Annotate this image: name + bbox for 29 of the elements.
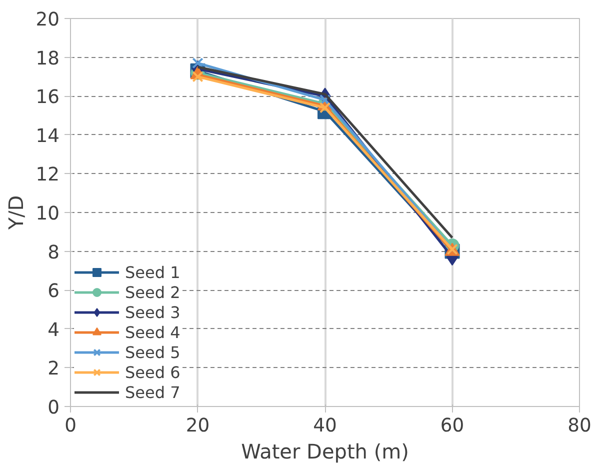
y-tick-label: 8 (48, 242, 60, 264)
legend-label: Seed 4 (125, 322, 180, 342)
y-tick-label: 10 (36, 204, 60, 224)
legend-label: Seed 2 (125, 282, 180, 302)
point (192, 71, 204, 82)
y-tick-label: 18 (36, 48, 60, 70)
point (192, 58, 204, 69)
legend-label: Seed 1 (125, 262, 180, 282)
y-tick-label: 16 (36, 87, 60, 108)
point (319, 94, 331, 106)
x-axis-title: Water Depth (m) (241, 440, 409, 464)
x-tick-label: 60 (440, 416, 464, 436)
y-tick-label: 6 (48, 281, 60, 302)
legend-label: Seed 6 (125, 362, 180, 382)
point (319, 102, 331, 114)
x-tick-label: 80 (568, 416, 592, 436)
y-tick-label: 20 (36, 10, 60, 30)
y-tick-label: 12 (36, 164, 60, 186)
y-tick-label: 0 (48, 398, 60, 418)
x-tick-label: 0 (64, 416, 76, 436)
legend-label: Seed 3 (125, 302, 180, 322)
legend-label: Seed 7 (125, 382, 180, 402)
x-tick-label: 40 (313, 416, 337, 436)
x-tick-label: 20 (186, 416, 210, 436)
y-axis-title: Y/D (4, 195, 28, 231)
y-tick-label: 4 (48, 320, 60, 341)
legend-label: Seed 5 (125, 342, 180, 362)
y-tick-label: 2 (48, 358, 60, 380)
y-tick-label: 14 (36, 126, 60, 147)
